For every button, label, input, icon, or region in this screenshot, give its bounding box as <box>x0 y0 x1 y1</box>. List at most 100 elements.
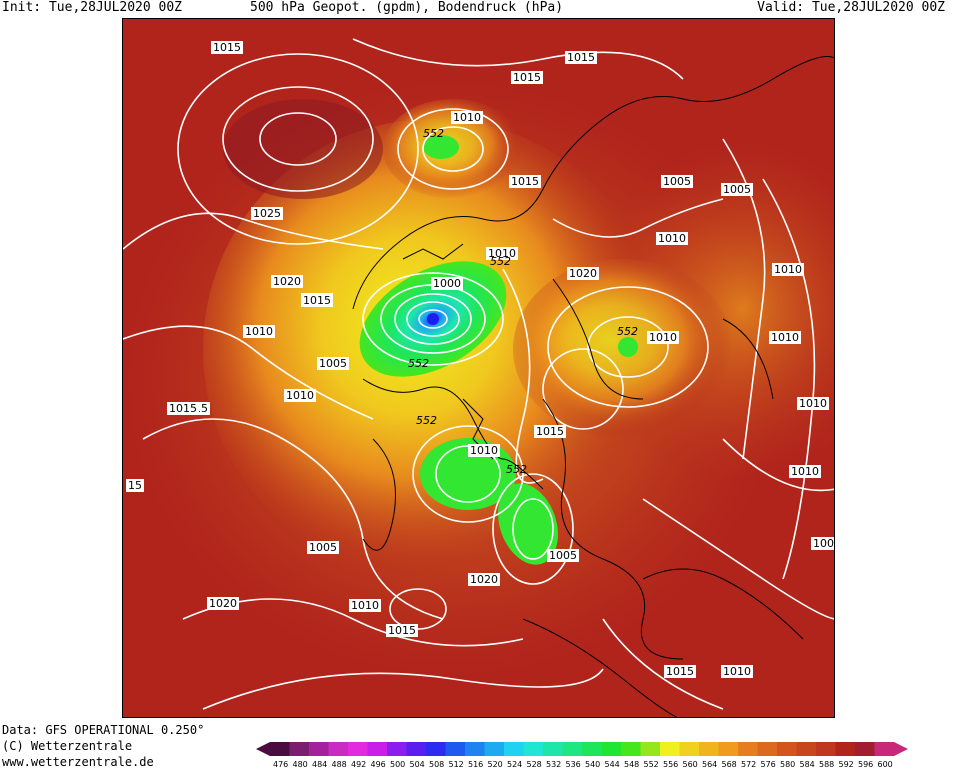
svg-text:1010: 1010 <box>286 389 314 402</box>
geopot-label: 552 <box>617 325 638 338</box>
colorbar-swatch <box>328 742 349 756</box>
colorbar-tick-label: 576 <box>760 760 776 769</box>
colorbar-swatch <box>874 742 895 756</box>
geopotential-labels: 552 552 552 552 552 552 <box>408 127 638 476</box>
colorbar-swatch <box>621 742 641 756</box>
isobar-label: 1005 <box>307 541 339 554</box>
isobar-label: 1015 <box>386 624 418 637</box>
svg-text:1020: 1020 <box>209 597 237 610</box>
colorbar-swatch <box>348 742 368 756</box>
colorbar-swatch <box>855 742 875 756</box>
isobar-label: 1010 <box>349 599 381 612</box>
colorbar-swatch <box>270 742 290 756</box>
geopot-label: 552 <box>408 357 429 370</box>
copyright: (C) Wetterzentrale <box>2 739 133 753</box>
colorbar-swatch <box>835 742 856 756</box>
colorbar-tick-label: 492 <box>351 760 367 769</box>
isobar-label: 1015 <box>565 51 597 64</box>
colorbar-tick-label: 588 <box>819 760 835 769</box>
colorbar-tick-label: 572 <box>741 760 757 769</box>
isobar-label: 1015 <box>664 665 696 678</box>
isobar-label: 1010 <box>769 331 801 344</box>
weather-map: 1015 1015 1015 1010 1015 1025 1005 1005 1010 1010… <box>122 18 835 718</box>
isobar-label: 1020 <box>271 275 303 288</box>
svg-text:1010: 1010 <box>453 111 481 124</box>
isobars <box>123 38 834 710</box>
colorbar-swatch <box>738 742 758 756</box>
colorbar-swatch <box>796 742 817 756</box>
colorbar-tick-label: 580 <box>780 760 796 769</box>
isobar-label: 1025 <box>251 207 283 220</box>
colorbar-tick-label: 564 <box>702 760 718 769</box>
colorbar-swatch <box>484 742 505 756</box>
colorbar-swatch <box>660 742 680 756</box>
svg-text:1020: 1020 <box>273 275 301 288</box>
isobar-label: 1005 <box>811 537 835 550</box>
colorbar-tick-label: 488 <box>331 760 347 769</box>
colorbar-swatch <box>309 742 329 756</box>
isobar-label: 1015 <box>511 71 543 84</box>
isobar-label: 1015 <box>534 425 566 438</box>
colorbar-swatch <box>640 742 661 756</box>
isobar-label: 1020 <box>207 597 239 610</box>
isobar-label: 1010 <box>284 389 316 402</box>
geopot-label: 552 <box>490 255 511 268</box>
colorbar-tick-label: 532 <box>546 760 562 769</box>
colorbar-swatch <box>523 742 544 756</box>
svg-text:1015: 1015 <box>169 402 197 415</box>
isobar-label: 1000 <box>431 277 463 290</box>
colorbar-tick-label: 520 <box>487 760 503 769</box>
colorbar-tick-label: 556 <box>663 760 679 769</box>
map-title: 500 hPa Geopot. (gpdm), Bodendruck (hPa) <box>250 0 564 15</box>
isobar-label: 1010 <box>656 232 688 245</box>
isobar-label: 1005 <box>721 183 753 196</box>
colorbar-tick-label: 560 <box>682 760 698 769</box>
website-url[interactable]: www.wetterzentrale.de <box>2 755 154 769</box>
svg-text:1010: 1010 <box>799 397 827 410</box>
svg-text:1005: 1005 <box>813 537 835 550</box>
colorbar-swatch <box>777 742 797 756</box>
svg-text:1015: 1015 <box>513 71 541 84</box>
colorbar-tick-label: 552 <box>643 760 659 769</box>
svg-text:1005: 1005 <box>723 183 751 196</box>
colorbar-swatch <box>367 742 388 756</box>
colorbar-tick-label: 536 <box>565 760 581 769</box>
colorbar-swatch <box>504 742 524 756</box>
svg-text:1010: 1010 <box>723 665 751 678</box>
svg-text:1015: 1015 <box>567 51 595 64</box>
isobar-label: 1010 <box>647 331 679 344</box>
svg-text:1010: 1010 <box>791 465 819 478</box>
colorbar-tick-label: 500 <box>390 760 406 769</box>
colorbar-tick-label: 600 <box>877 760 893 769</box>
svg-text:1025: 1025 <box>253 207 281 220</box>
isobar-label: 1015 <box>167 402 199 415</box>
svg-text:1005: 1005 <box>549 549 577 562</box>
isobar-label: 1015 <box>211 41 243 54</box>
isobar-label: 1010 <box>451 111 483 124</box>
isobar-label: 1010 <box>797 397 829 410</box>
colorbar-tick-label: 584 <box>799 760 815 769</box>
colorbar-swatch <box>406 742 427 756</box>
map-canvas: 1015 1015 1015 1010 1015 1025 1005 1005 1010 1010… <box>123 19 835 717</box>
colorbar-tick-label: 496 <box>370 760 386 769</box>
colorbar-tick-label: 504 <box>409 760 425 769</box>
svg-text:1020: 1020 <box>470 573 498 586</box>
colorbar-swatch <box>543 742 563 756</box>
colorbar-tick-label: 548 <box>624 760 640 769</box>
isobar-label: 1005 <box>547 549 579 562</box>
isobar-label: 1010 <box>772 263 804 276</box>
colorbar-swatch <box>699 742 719 756</box>
coastlines <box>352 56 834 717</box>
svg-text:1000: 1000 <box>433 277 461 290</box>
colorbar-max-arrow <box>894 742 908 756</box>
isobar-label: 1015 <box>301 294 333 307</box>
svg-text:1005: 1005 <box>319 357 347 370</box>
colorbar-tick-label: 480 <box>292 760 308 769</box>
colorbar-tick-label: 508 <box>429 760 445 769</box>
colorbar-tick-label: 512 <box>448 760 464 769</box>
isobar-label: 1010 <box>486 247 518 260</box>
svg-text:15: 15 <box>128 479 142 492</box>
isobar-label: 1010 <box>468 444 500 457</box>
isobar-label: 1015 <box>509 175 541 188</box>
svg-text:1015: 1015 <box>388 624 416 637</box>
